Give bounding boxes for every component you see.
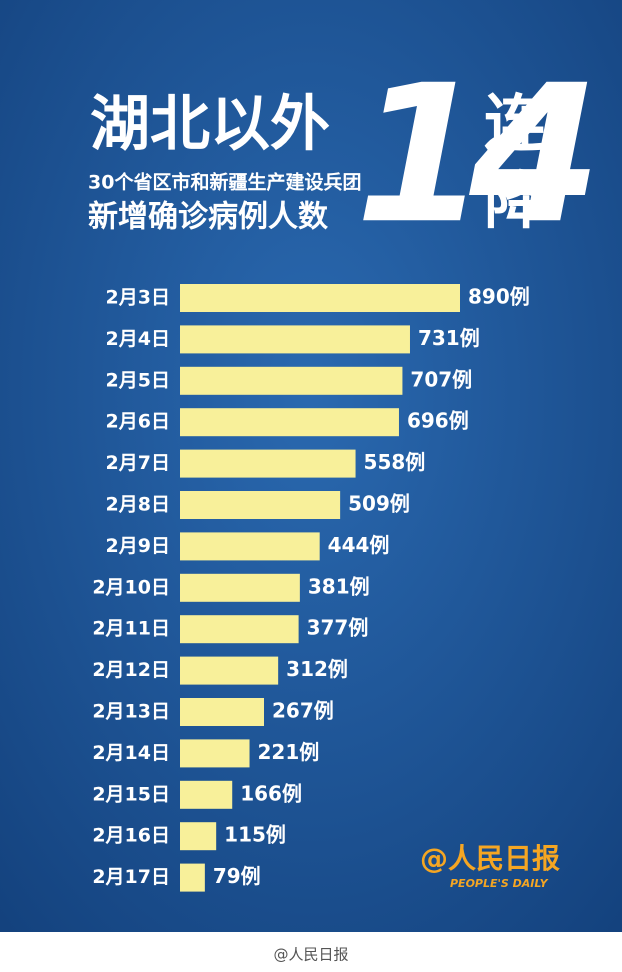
category-label: 2月13日 xyxy=(92,701,170,723)
value-label: 381例 xyxy=(308,574,370,598)
bar xyxy=(180,491,341,519)
category-label: 2月4日 xyxy=(106,328,170,350)
category-label: 2月9日 xyxy=(106,535,170,557)
logo-en: PEOPLE'S DAILY xyxy=(450,877,549,890)
bar xyxy=(180,532,320,561)
bar xyxy=(180,449,356,478)
value-label: 221例 xyxy=(258,740,320,764)
value-label: 267例 xyxy=(272,699,334,723)
bar xyxy=(180,284,460,312)
value-label: 312例 xyxy=(286,657,348,681)
bar xyxy=(180,615,299,644)
value-label: 166例 xyxy=(240,781,302,805)
bar xyxy=(180,863,205,892)
category-label: 2月6日 xyxy=(106,411,170,433)
value-label: 115例 xyxy=(224,823,286,847)
footer-band xyxy=(0,932,622,972)
category-label: 2月14日 xyxy=(92,742,170,764)
value-label: 509例 xyxy=(348,492,410,516)
bar xyxy=(180,573,300,602)
category-label: 2月7日 xyxy=(106,452,170,474)
bar xyxy=(180,366,403,395)
category-label: 2月5日 xyxy=(106,369,170,391)
subtitle: 30个省区市和新疆生产建设兵团 xyxy=(88,171,361,194)
value-label: 558例 xyxy=(364,450,426,474)
headline-text: 连 xyxy=(484,87,547,160)
category-label: 2月17日 xyxy=(92,866,170,888)
value-label: 696例 xyxy=(407,409,469,433)
value-label: 79例 xyxy=(213,864,261,888)
category-label: 2月10日 xyxy=(92,576,170,598)
chart-title: 湖北以外 xyxy=(90,90,330,160)
bar xyxy=(180,408,399,437)
watermark: @人民日报 xyxy=(273,946,348,964)
value-label: 890例 xyxy=(468,285,530,309)
bar xyxy=(180,325,410,354)
bar xyxy=(180,780,233,809)
headline-number: 14 xyxy=(355,44,590,265)
bar xyxy=(180,698,264,726)
headline-text: 降 xyxy=(484,164,546,237)
logo: @人民日报 xyxy=(420,842,560,875)
category-label: 2月8日 xyxy=(106,494,170,516)
bar xyxy=(180,822,217,851)
value-label: 731例 xyxy=(418,326,480,350)
category-label: 2月11日 xyxy=(92,618,170,640)
value-label: 377例 xyxy=(307,616,369,640)
bar xyxy=(180,656,279,685)
value-label: 707例 xyxy=(410,367,472,391)
value-label: 444例 xyxy=(328,533,390,557)
category-label: 2月16日 xyxy=(92,825,170,847)
category-label: 2月15日 xyxy=(92,783,170,805)
bar xyxy=(180,739,250,768)
category-label: 2月12日 xyxy=(92,659,170,681)
category-label: 2月3日 xyxy=(106,287,170,309)
subtitle: 新增确诊病例人数 xyxy=(88,200,329,235)
